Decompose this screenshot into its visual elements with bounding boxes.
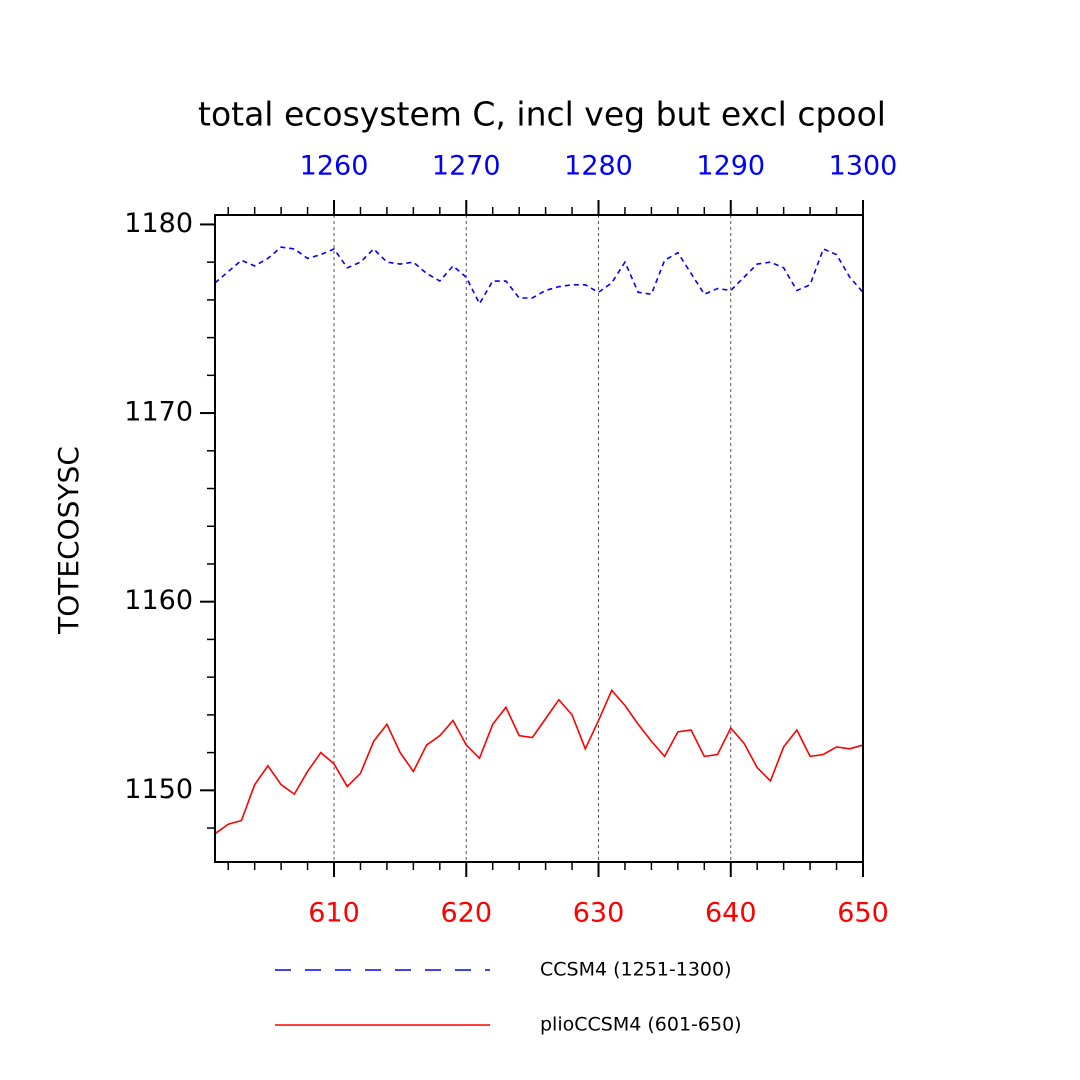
y-tick-label: 1160 bbox=[124, 585, 193, 616]
legend-label: CCSM4 (1251-1300) bbox=[540, 959, 732, 981]
y-tick-label: 1180 bbox=[124, 208, 193, 239]
series-line bbox=[214, 246, 864, 306]
x-tick-label: 610 bbox=[308, 898, 360, 929]
plot-frame bbox=[214, 214, 864, 863]
x2-tick-label: 1260 bbox=[300, 151, 369, 182]
x2-tick-label: 1270 bbox=[432, 151, 501, 182]
chart-title: total ecosystem C, incl veg but excl cpo… bbox=[198, 95, 886, 134]
y-axis-label: TOTECOSYSC bbox=[52, 446, 85, 635]
legend-label: plioCCSM4 (601-650) bbox=[540, 1014, 742, 1036]
y-tick-label: 1170 bbox=[124, 397, 193, 428]
series-line bbox=[214, 688, 864, 835]
y-tick-label: 1150 bbox=[124, 774, 193, 805]
x2-tick-label: 1280 bbox=[564, 151, 633, 182]
x-tick-label: 630 bbox=[573, 898, 625, 929]
x2-tick-label: 1290 bbox=[696, 151, 765, 182]
x-tick-label: 650 bbox=[837, 898, 889, 929]
x-tick-label: 620 bbox=[440, 898, 492, 929]
x2-tick-label: 1300 bbox=[829, 151, 898, 182]
x-tick-label: 640 bbox=[705, 898, 757, 929]
